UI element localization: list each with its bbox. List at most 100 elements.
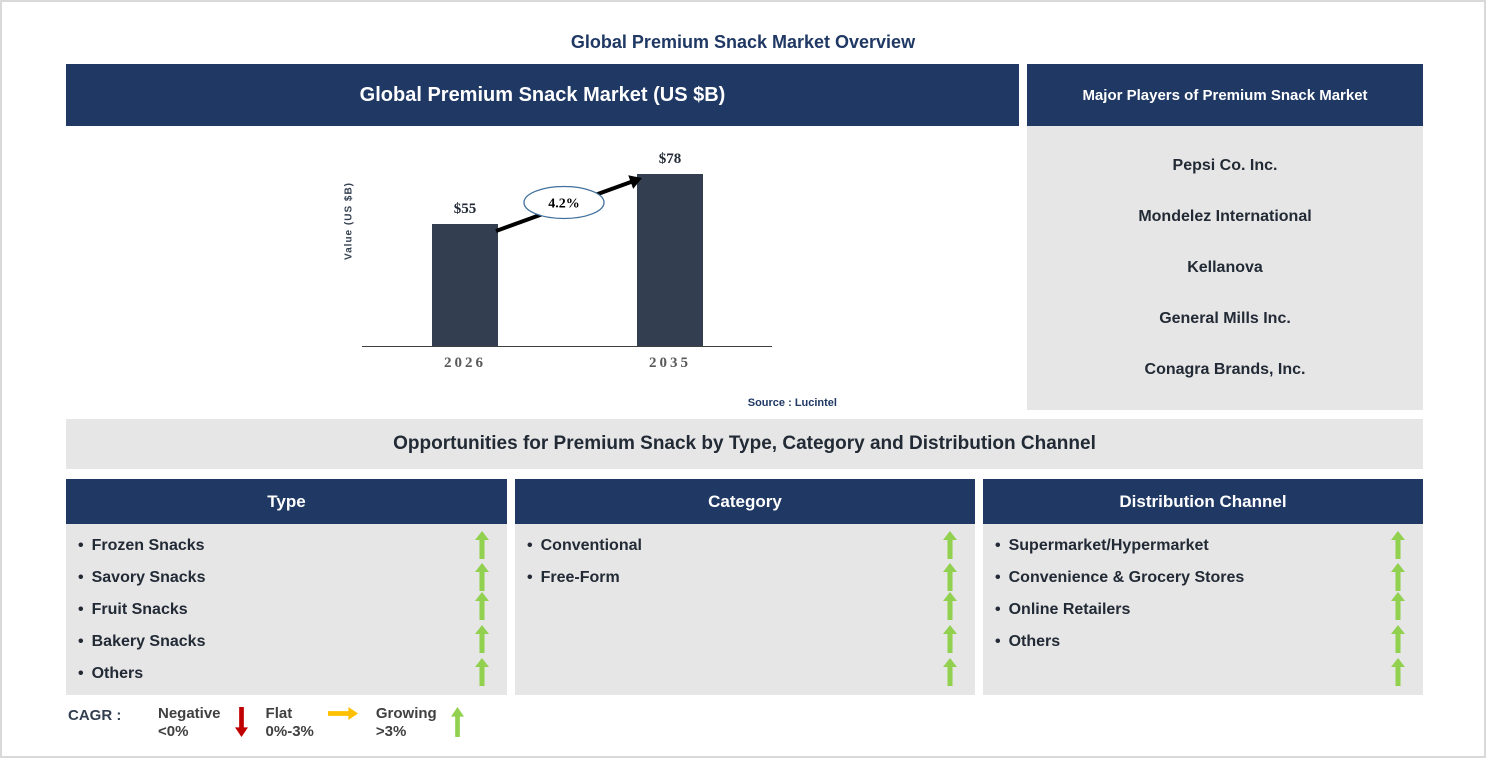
legend-right-arrow-icon <box>327 707 358 725</box>
bullet-icon: • <box>527 569 533 586</box>
bullet-icon: • <box>527 537 533 554</box>
legend-entry-name: Flat <box>265 705 293 722</box>
list-item-label: Frozen Snacks <box>91 537 205 554</box>
bullet-icon: • <box>995 633 1001 650</box>
growth-up-arrow-icon <box>475 625 489 653</box>
legend-entry-name: Negative <box>158 705 221 722</box>
player-name: Mondelez International <box>1138 207 1312 225</box>
bullet-icon: • <box>78 665 84 682</box>
list-item-label: Convenience & Grocery Stores <box>1008 569 1245 586</box>
bullet-icon: • <box>995 569 1001 586</box>
bullet-icon: • <box>995 601 1001 618</box>
players-list: Pepsi Co. Inc. Mondelez International Kell… <box>1027 126 1423 410</box>
opportunity-column-category: Category • Conventional • Free-Form <box>515 479 975 695</box>
growth-up-arrow-icon <box>943 625 957 653</box>
source-note: Source : Lucintel <box>747 397 837 409</box>
column-body: • Frozen Snacks • Savory Snacks • Fruit Snack… <box>66 524 507 695</box>
column-header: Distribution Channel <box>983 479 1423 524</box>
list-item-label: Others <box>1008 633 1061 650</box>
opportunities-banner: Opportunities for Premium Snack by Type,… <box>66 419 1423 469</box>
list-item-label: Bakery Snacks <box>91 633 206 650</box>
legend-entry-text: Flat 0%-3% <box>266 705 314 741</box>
up-arrow-glyph <box>943 658 957 686</box>
legend-down-arrow-icon <box>234 707 248 742</box>
up-arrow-glyph <box>1391 563 1405 591</box>
major-players-panel: Major Players of Premium Snack Market Pe… <box>1027 64 1423 410</box>
growth-up-arrow-icon <box>1391 625 1405 653</box>
bar-2026 <box>432 224 498 346</box>
up-arrow-glyph <box>475 658 489 686</box>
growth-up-arrow-icon <box>475 592 489 620</box>
column-header: Category <box>515 479 975 524</box>
list-item: • Online Retailers <box>995 594 1423 626</box>
bullet-icon: • <box>78 537 84 554</box>
growth-up-arrow-icon <box>1391 563 1405 591</box>
list-item: • Frozen Snacks <box>78 530 507 562</box>
growth-up-arrow-icon <box>475 531 489 559</box>
bar-plot: $55 2026 $78 2035 4.2% <box>362 126 772 371</box>
chart-panel-header: Global Premium Snack Market (US $B) <box>66 64 1019 126</box>
column-body: • Supermarket/Hypermarket • Convenience & G… <box>983 524 1423 695</box>
down-arrow-glyph <box>234 707 248 737</box>
list-item-label: Others <box>91 665 144 682</box>
players-panel-header: Major Players of Premium Snack Market <box>1027 64 1423 126</box>
list-item: • Conventional <box>527 530 975 562</box>
up-arrow-glyph <box>1391 625 1405 653</box>
growth-up-arrow-icon <box>943 658 957 686</box>
cagr-value-label: 4.2% <box>548 197 580 212</box>
list-item-label: Conventional <box>540 537 642 554</box>
list-item: • Supermarket/Hypermarket <box>995 530 1423 562</box>
legend-entry-negative: Negative <0% <box>158 705 266 742</box>
up-arrow-glyph <box>450 707 464 737</box>
cagr-legend-entries: Negative <0% Flat 0%-3% Growing >3% <box>158 705 482 742</box>
growth-up-arrow-icon <box>1391 592 1405 620</box>
bar-value-label: $55 <box>453 201 477 217</box>
opportunity-column-distribution-channel: Distribution Channel • Supermarket/Hyperma… <box>983 479 1423 695</box>
x-tick-label: 2026 <box>444 355 486 371</box>
list-item: • Convenience & Grocery Stores <box>995 562 1423 594</box>
column-body: • Conventional • Free-Form <box>515 524 975 695</box>
up-arrow-glyph <box>1391 531 1405 559</box>
legend-entry-range: >3% <box>375 723 407 740</box>
growth-up-arrow-icon <box>475 563 489 591</box>
market-chart-panel: Global Premium Snack Market (US $B) Valu… <box>66 64 1019 410</box>
growth-up-arrow-icon <box>943 531 957 559</box>
legend-entry-range: <0% <box>158 723 189 740</box>
up-arrow-glyph <box>943 563 957 591</box>
growth-up-arrow-icon <box>943 563 957 591</box>
page-title: Global Premium Snack Market Overview <box>570 32 916 52</box>
chart-area: Value (US $B) $55 2026 $78 2035 4.2% Source … <box>66 126 1019 410</box>
opportunity-columns: Type • Frozen Snacks • Savory Snacks • Fruit S… <box>66 479 1423 695</box>
list-item: • Free-Form <box>527 562 975 594</box>
up-arrow-glyph <box>943 592 957 620</box>
up-arrow-glyph <box>943 625 957 653</box>
x-tick-label: 2035 <box>649 355 691 371</box>
up-arrow-glyph <box>475 592 489 620</box>
growth-up-arrow-icon <box>475 658 489 686</box>
y-axis-label: Value (US $B) <box>343 181 355 261</box>
player-name: Pepsi Co. Inc. <box>1172 156 1278 174</box>
player-name: Kellanova <box>1187 258 1263 276</box>
up-arrow-glyph <box>475 625 489 653</box>
growth-up-arrow-icon <box>1391 658 1405 686</box>
column-header: Type <box>66 479 507 524</box>
bullet-icon: • <box>78 601 84 618</box>
list-item: • Fruit Snacks <box>78 594 507 626</box>
up-arrow-glyph <box>943 531 957 559</box>
up-arrow-glyph <box>475 531 489 559</box>
list-item: • Others <box>78 658 507 690</box>
list-item-label: Fruit Snacks <box>91 601 188 618</box>
growth-up-arrow-icon <box>1391 531 1405 559</box>
list-item-label: Free-Form <box>540 569 620 586</box>
list-item: • Savory Snacks <box>78 562 507 594</box>
up-arrow-glyph <box>1391 658 1405 686</box>
list-item-label: Online Retailers <box>1008 601 1131 618</box>
bullet-icon: • <box>995 537 1001 554</box>
legend-entry-flat: Flat 0%-3% <box>266 705 376 742</box>
cagr-legend-label: CAGR : <box>68 707 122 724</box>
cagr-annotation: 4.2% <box>495 175 642 233</box>
list-item: • Bakery Snacks <box>78 626 507 658</box>
list-item: • Others <box>995 626 1423 658</box>
player-name: Conagra Brands, Inc. <box>1144 361 1306 379</box>
